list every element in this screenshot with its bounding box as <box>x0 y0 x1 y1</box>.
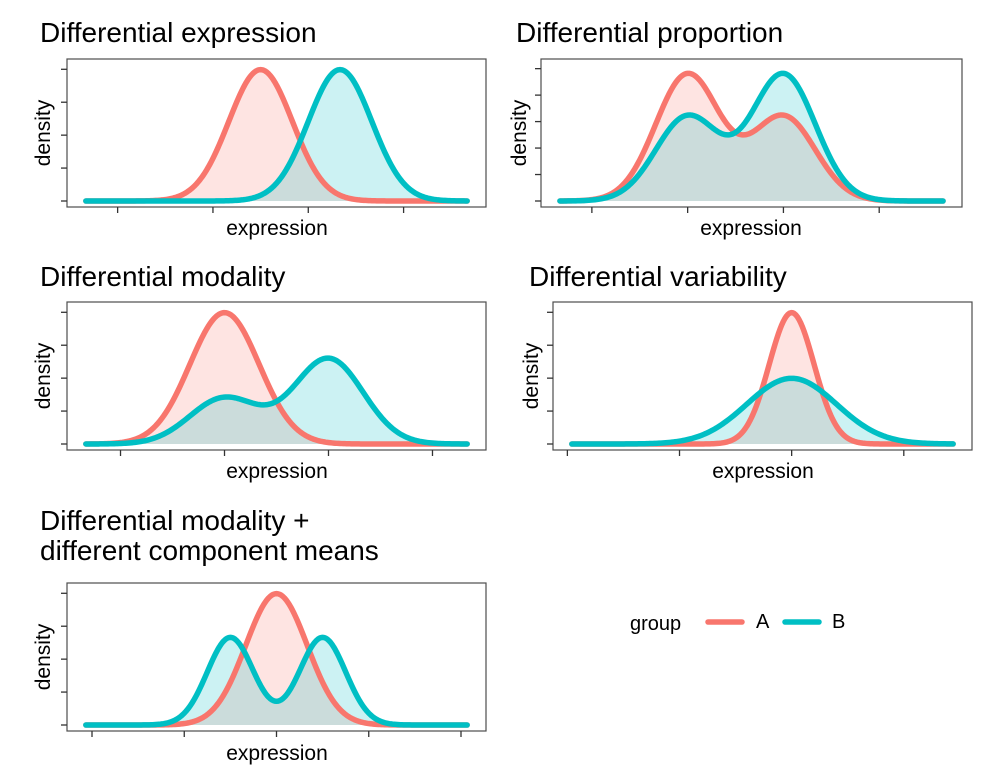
x-axis-label: expression <box>700 217 802 240</box>
panel-border <box>66 301 487 451</box>
density-area-B <box>559 73 944 201</box>
density-line-B <box>83 66 470 204</box>
y-axis-label: density <box>32 342 55 409</box>
panel-2: Differential proportion expression density <box>508 17 963 240</box>
density-line-B <box>557 70 946 204</box>
legend-label-A: A <box>756 611 770 633</box>
panel-title: Differential variability <box>529 261 787 292</box>
x-axis-label: expression <box>712 460 814 483</box>
legend-title: group <box>630 613 681 635</box>
panel-title: Differential proportion <box>516 17 783 48</box>
density-area-B <box>85 637 468 725</box>
y-axis-label: density <box>508 99 531 166</box>
density-area-A <box>559 73 944 201</box>
panel-4: Differential variability expression densit… <box>520 261 973 483</box>
panel-border <box>552 301 973 451</box>
density-area-A <box>571 312 954 444</box>
x-axis-label: expression <box>226 742 328 765</box>
panel-1: Differential expression expression density <box>32 17 487 240</box>
panel-border <box>540 58 963 208</box>
panel-title: Differential modality <box>40 261 285 292</box>
legend-label-B: B <box>832 611 845 633</box>
panel-title: Differential expression <box>40 17 317 48</box>
density-area-A <box>85 69 468 201</box>
panel-border <box>66 58 487 208</box>
y-axis-label: density <box>32 623 55 690</box>
panel-title: different component means <box>40 535 379 566</box>
panel-3: Differential modality expression density <box>32 261 487 483</box>
y-axis-label: density <box>32 99 55 166</box>
x-axis-label: expression <box>226 217 328 240</box>
density-area-B <box>85 358 468 444</box>
density-area-A <box>85 312 468 444</box>
density-line-B <box>83 634 470 728</box>
panel-title: Differential modality + <box>40 505 310 536</box>
panel-5: Differential modality +different compone… <box>32 505 487 765</box>
density-area-B <box>85 69 468 201</box>
density-line-B <box>83 355 470 447</box>
legend: group A B <box>630 611 845 635</box>
density-line-B <box>569 375 956 447</box>
density-area-A <box>85 593 468 725</box>
density-area-B <box>571 378 954 444</box>
x-axis-label: expression <box>226 460 328 483</box>
y-axis-label: density <box>520 342 543 409</box>
